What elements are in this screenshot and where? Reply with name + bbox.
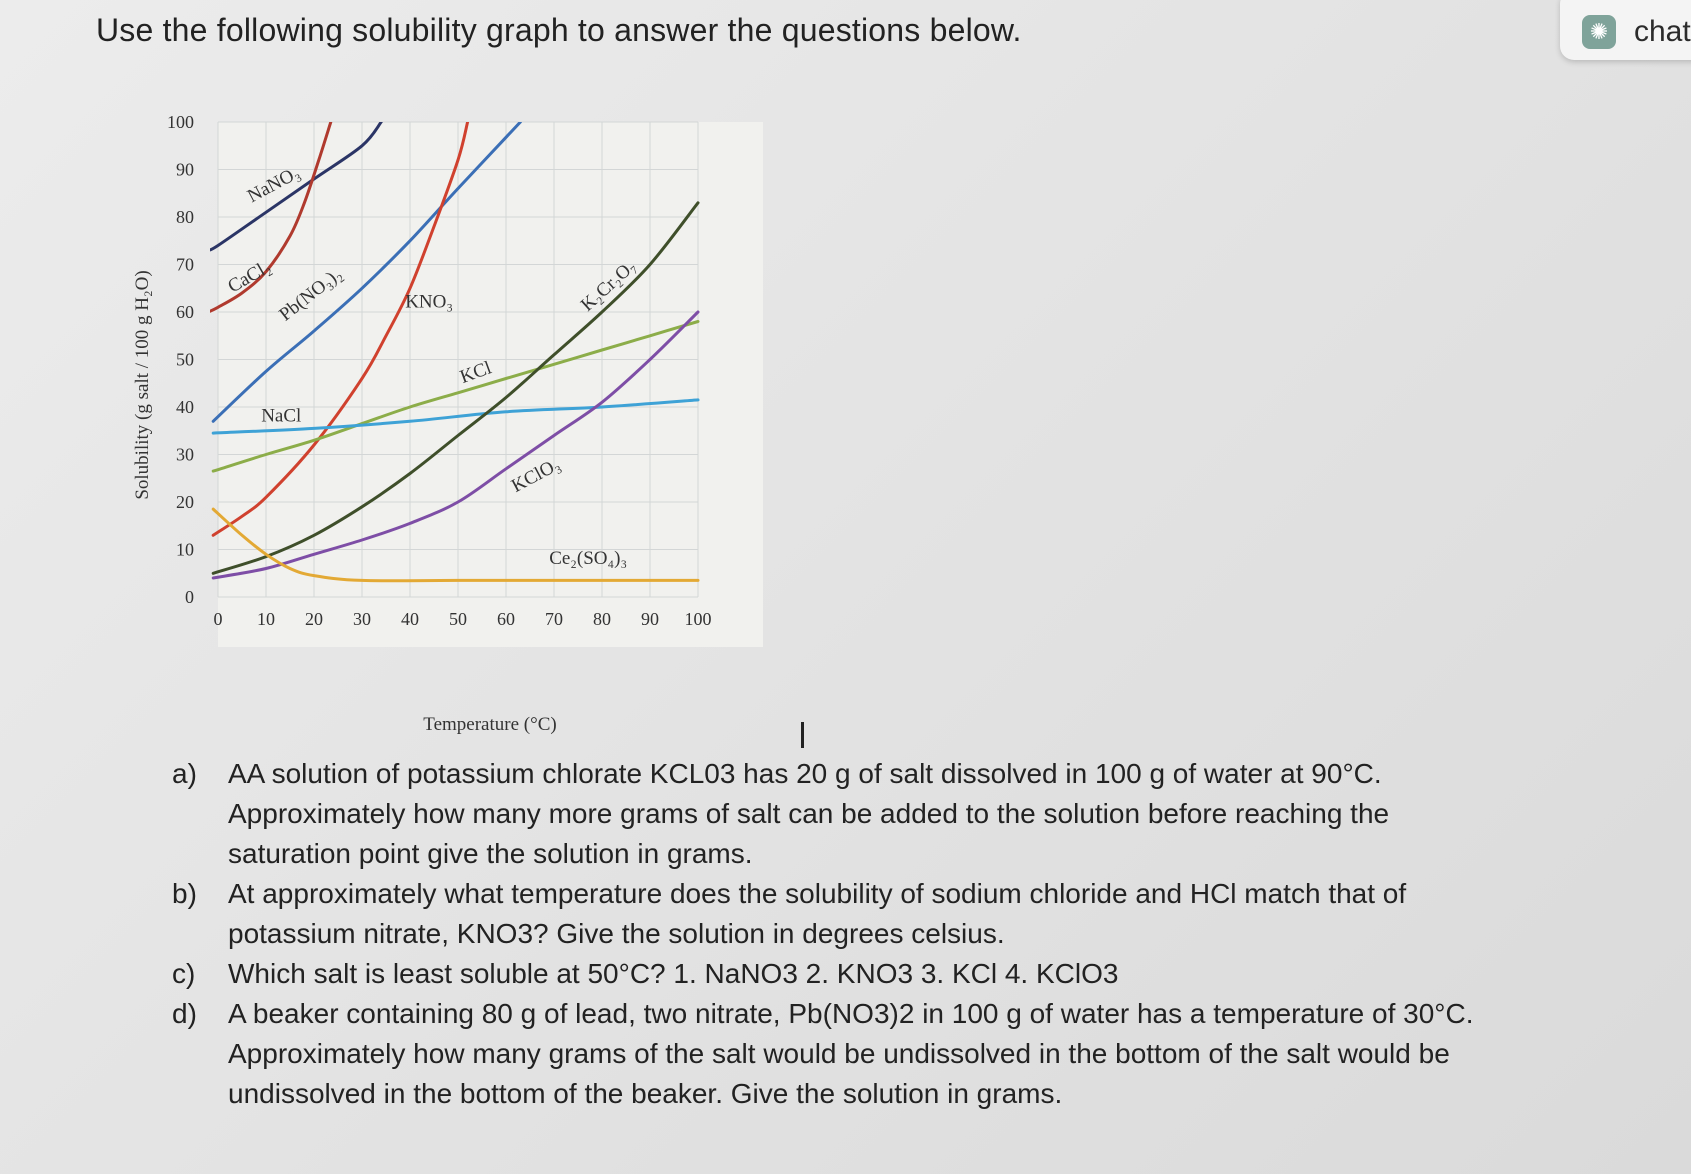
series-3-line — [211, 122, 470, 537]
series-6-line — [211, 201, 700, 575]
x-tick-label: 90 — [641, 609, 659, 629]
y-tick-label: 0 — [185, 587, 194, 607]
series-lines — [210, 122, 700, 583]
y-axis-label: Solubility (g salt / 100 g H₂O) — [132, 270, 153, 499]
question-text: A beaker containing 80 g of lead, two ni… — [228, 998, 1474, 1109]
x-tick-label: 70 — [545, 609, 563, 629]
y-tick-label: 30 — [176, 445, 194, 465]
question-letter: d) — [172, 998, 197, 1029]
series-5-label: NaCl — [261, 405, 301, 426]
y-tick-label: 100 — [167, 112, 194, 132]
question-c: c) Which salt is least soluble at 50°C? … — [170, 954, 1510, 994]
x-tick-label: 60 — [497, 609, 515, 629]
tick-labels: 0 10 20 30 40 50 60 70 80 90 100 0 10 20 30 40 50 60 70 80 9… — [167, 112, 712, 629]
question-list: a) AA solution of potassium chlorate KCL… — [170, 754, 1510, 1114]
series-2-line — [211, 122, 522, 423]
series-7-line — [211, 310, 700, 580]
openai-logo-icon: ✺ — [1582, 15, 1616, 49]
chat-widget-label: chat — [1634, 15, 1691, 48]
x-axis-label: Temperature (°C) — [423, 714, 556, 735]
x-tick-label: 100 — [685, 609, 712, 629]
y-tick-label: 10 — [176, 540, 194, 560]
question-a: a) AA solution of potassium chlorate KCL… — [170, 754, 1510, 874]
question-letter: b) — [172, 878, 197, 909]
y-tick-label: 70 — [176, 255, 194, 275]
x-tick-label: 20 — [305, 609, 323, 629]
y-tick-label: 80 — [176, 207, 194, 227]
x-tick-label: 10 — [257, 609, 275, 629]
series-1-line — [210, 122, 333, 313]
x-tick-label: 80 — [593, 609, 611, 629]
question-letter: a) — [172, 758, 197, 789]
solubility-chart: 0 10 20 30 40 50 60 70 80 90 100 0 10 20 30 40 50 60 70 80 9… — [120, 110, 800, 750]
y-tick-label: 40 — [176, 397, 194, 417]
x-tick-label: 40 — [401, 609, 419, 629]
question-b: b) At approximately what temperature doe… — [170, 874, 1510, 954]
x-tick-label: 0 — [214, 609, 223, 629]
y-tick-label: 60 — [176, 302, 194, 322]
series-4-line — [211, 320, 700, 473]
page-heading: Use the following solubility graph to an… — [96, 12, 1022, 48]
series-8-line — [211, 507, 700, 583]
series-0-line — [210, 122, 383, 252]
y-tick-label: 50 — [176, 350, 194, 370]
question-text: At approximately what temperature does t… — [228, 878, 1407, 949]
chat-widget-button[interactable]: ✺ chat — [1560, 0, 1691, 60]
x-tick-label: 30 — [353, 609, 371, 629]
series-3-label: KNO₃ — [405, 291, 453, 312]
x-tick-label: 50 — [449, 609, 467, 629]
question-text: AA solution of potassium chlorate KCL03 … — [228, 758, 1390, 869]
question-d: d) A beaker containing 80 g of lead, two… — [170, 994, 1510, 1114]
series-8-label: Ce₂(SO₄)₃ — [549, 548, 627, 569]
y-tick-label: 20 — [176, 492, 194, 512]
series-5-line — [211, 398, 700, 435]
text-cursor — [801, 722, 804, 748]
solubility-chart-svg: 0 10 20 30 40 50 60 70 80 90 100 0 10 20 30 40 50 60 70 80 9… — [132, 112, 763, 735]
question-text: Which salt is least soluble at 50°C? 1. … — [228, 958, 1119, 989]
question-letter: c) — [172, 958, 196, 989]
y-tick-label: 90 — [176, 160, 194, 180]
